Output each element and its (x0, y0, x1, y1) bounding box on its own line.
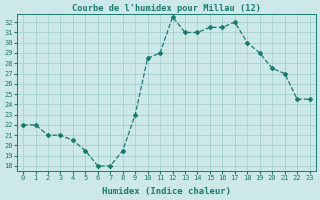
X-axis label: Humidex (Indice chaleur): Humidex (Indice chaleur) (102, 187, 231, 196)
Title: Courbe de l'humidex pour Millau (12): Courbe de l'humidex pour Millau (12) (72, 4, 261, 13)
